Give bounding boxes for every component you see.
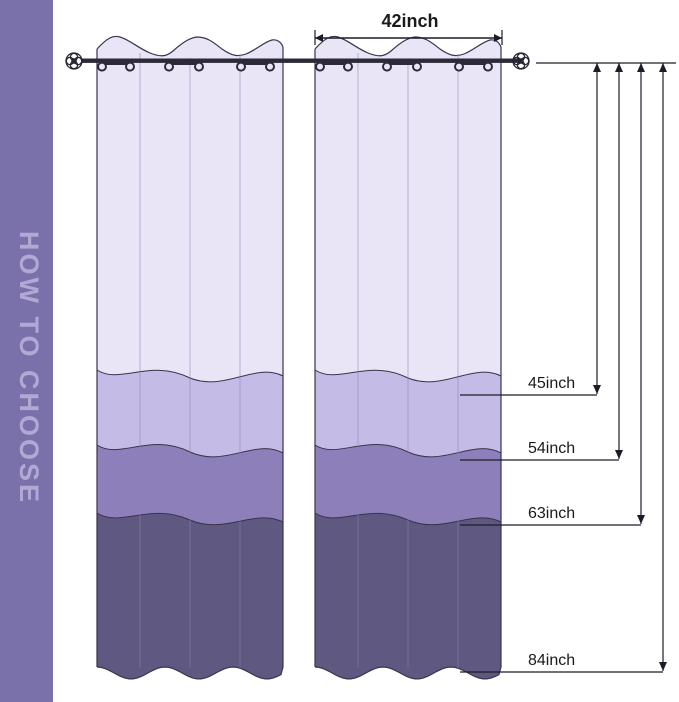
svg-text:63inch: 63inch (528, 505, 575, 522)
svg-text:42inch: 42inch (381, 11, 438, 31)
svg-text:84inch: 84inch (528, 652, 575, 669)
svg-text:45inch: 45inch (528, 375, 575, 392)
svg-text:54inch: 54inch (528, 440, 575, 457)
